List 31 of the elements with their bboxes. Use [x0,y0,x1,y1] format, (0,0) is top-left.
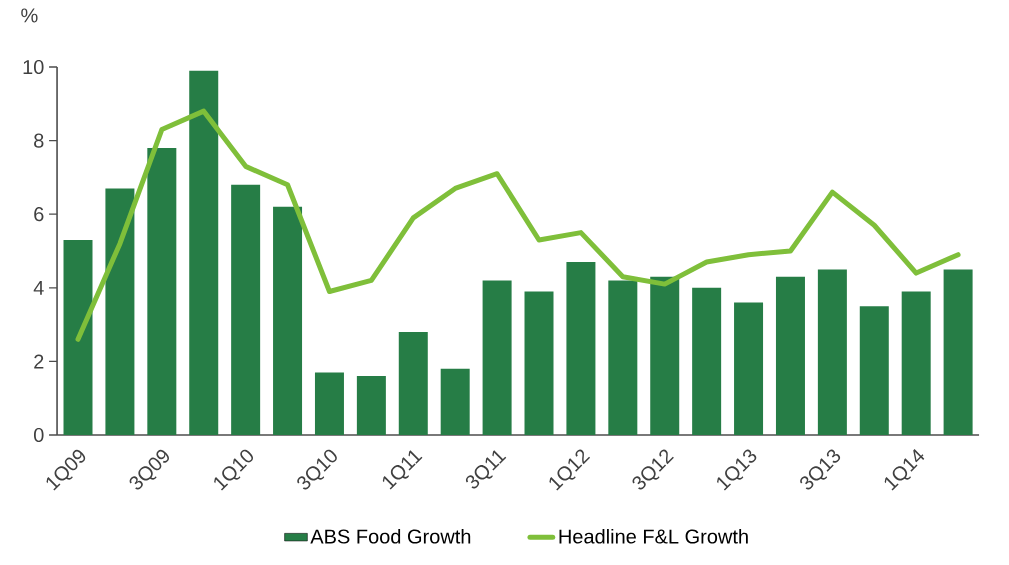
bar [63,239,93,435]
y-tick-label: 4 [33,280,44,295]
bar [692,287,722,435]
bar [440,368,470,435]
bar [524,291,554,435]
y-tick-label: 10 [23,59,44,75]
bar [314,372,344,435]
bar [147,147,177,435]
bar [231,184,261,435]
y-tick-label: 2 [34,354,44,369]
bar [356,376,386,435]
bar [775,276,805,435]
bar [943,269,973,435]
y-tick-label: 8 [34,133,44,148]
legend-label: ABS Food Growth [310,528,471,544]
y-tick-label: 0 [33,427,44,443]
bar [859,306,889,435]
y-axis-title: % [21,8,38,23]
bar [650,276,680,435]
bar [566,262,596,435]
bar [482,280,512,435]
y-tick-label: 6 [34,207,44,222]
bar [273,206,303,435]
bar [189,70,219,435]
bar [608,280,638,435]
legend-label: Headline F&L Growth [559,528,748,544]
bar [105,188,135,435]
bar [901,291,931,435]
bar [734,302,764,435]
bar [817,269,847,435]
bar [398,331,428,435]
